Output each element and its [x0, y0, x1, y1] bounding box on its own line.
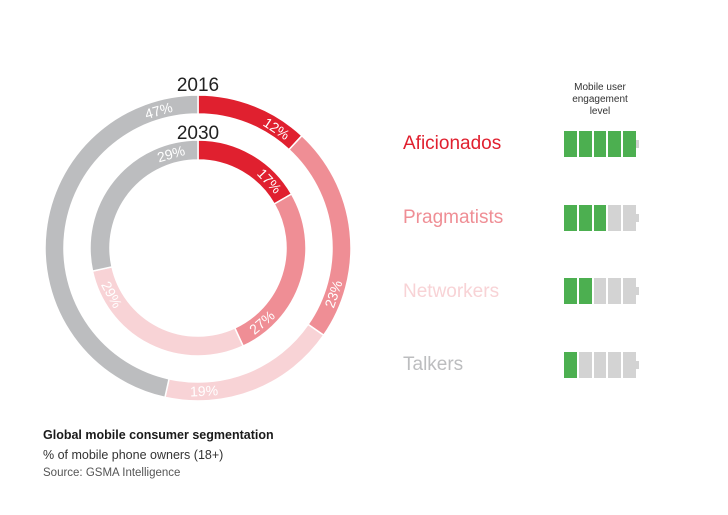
engagement-heading-line: Mobile user — [574, 82, 626, 93]
chart-caption-subtitle: % of mobile phone owners (18+) — [43, 448, 224, 462]
engagement-gauge-fill — [564, 205, 608, 231]
engagement-gauge-fill — [564, 352, 579, 378]
chart-caption-title: Global mobile consumer segmentation — [43, 428, 274, 442]
donut-segment-2030-aficionados — [197, 139, 293, 206]
engagement-heading-line: engagement — [572, 94, 628, 105]
nested-donut-chart: 12%23%19%47%17%27%29%29% 2016 2030 — [44, 75, 352, 402]
engagement-gauge-aficionados — [564, 131, 639, 157]
engagement-legend-heading: Mobile user engagement level — [560, 82, 640, 118]
donut-segment-2016-talkers — [44, 94, 199, 399]
year-label-inner: 2030 — [177, 123, 219, 144]
donut-data-label: 23% — [321, 278, 345, 310]
engagement-gauge-networkers — [564, 278, 639, 304]
legend-label-pragmatists: Pragmatists — [403, 207, 504, 228]
engagement-gauge-pragmatists — [564, 205, 639, 231]
chart-caption-source: Source: GSMA Intelligence — [43, 467, 181, 479]
donut-segment-2030-talkers — [89, 139, 199, 272]
legend-label-aficionados: Aficionados — [403, 133, 502, 154]
donut-data-label: 19% — [190, 382, 219, 399]
donut-data-label: 47% — [143, 99, 174, 122]
engagement-heading-line: level — [589, 106, 611, 117]
legend-label-networkers: Networkers — [403, 281, 500, 302]
legend-label-talkers: Talkers — [403, 354, 464, 375]
year-label-outer: 2016 — [177, 75, 219, 96]
donut-data-label: 29% — [155, 142, 186, 165]
engagement-gauge-talkers — [564, 352, 639, 378]
donut-segment-2030-networkers — [91, 265, 245, 357]
engagement-gauge-fill — [564, 131, 636, 157]
